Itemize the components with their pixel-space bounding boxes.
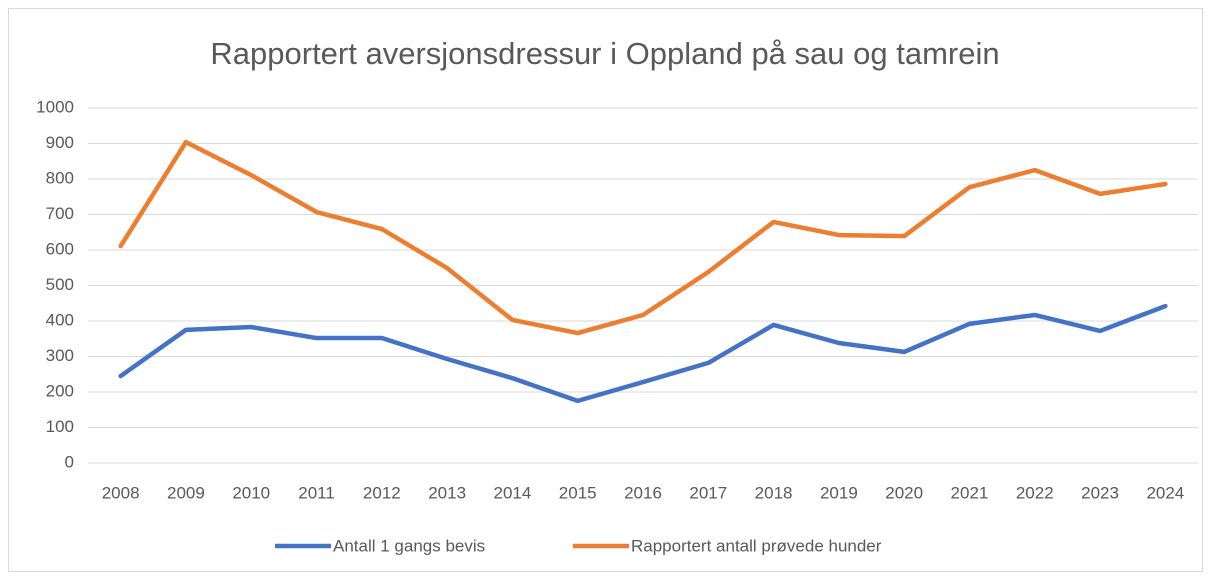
- y-tick-label: 900: [46, 133, 74, 152]
- x-tick-label: 2010: [232, 483, 270, 502]
- chart-title: Rapportert aversjonsdressur i Oppland på…: [210, 36, 999, 71]
- series-line: [118, 139, 1168, 336]
- y-tick-label: 300: [46, 346, 74, 365]
- legend-label: Rapportert antall prøvede hunder: [631, 536, 882, 555]
- x-tick-label: 2011: [298, 483, 335, 502]
- x-tick-label: 2018: [755, 483, 793, 502]
- y-tick-label: 200: [46, 381, 74, 400]
- y-tick-label: 100: [46, 417, 74, 436]
- x-tick-label: 2023: [1081, 483, 1119, 502]
- chart-border: [8, 8, 1203, 572]
- series-line: [118, 303, 1168, 404]
- x-tick-label: 2015: [559, 483, 597, 502]
- y-tick-label: 500: [46, 275, 74, 294]
- x-tick-label: 2021: [951, 483, 989, 502]
- x-tick-label: 2008: [102, 483, 140, 502]
- x-tick-label: 2020: [885, 483, 923, 502]
- x-tick-label: 2014: [493, 483, 531, 502]
- x-tick-label: 2016: [624, 483, 662, 502]
- x-tick-label: 2017: [689, 483, 727, 502]
- legend-label: Antall 1 gangs bevis: [333, 536, 485, 555]
- y-tick-label: 1000: [36, 97, 74, 116]
- y-tick-label: 400: [46, 310, 74, 329]
- x-tick-label: 2024: [1146, 483, 1184, 502]
- y-tick-label: 700: [46, 204, 74, 223]
- x-tick-label: 2013: [428, 483, 466, 502]
- x-tick-label: 2019: [820, 483, 858, 502]
- x-tick-label: 2012: [363, 483, 401, 502]
- x-tick-label: 2009: [167, 483, 205, 502]
- x-tick-label: 2022: [1016, 483, 1054, 502]
- y-tick-label: 800: [46, 168, 74, 187]
- y-tick-label: 0: [65, 452, 74, 471]
- y-tick-label: 600: [46, 239, 74, 258]
